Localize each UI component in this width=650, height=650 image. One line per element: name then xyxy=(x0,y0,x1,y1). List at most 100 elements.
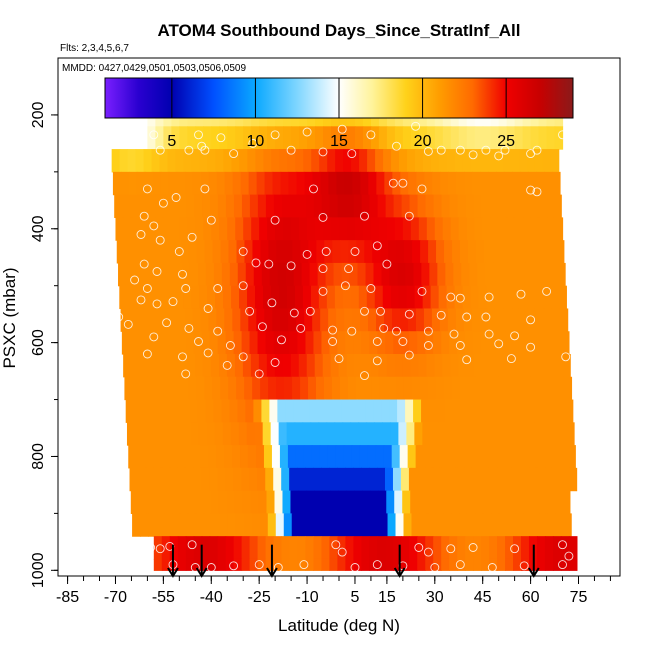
heatmap-cell xyxy=(277,262,287,287)
heatmap-cell xyxy=(194,354,204,378)
heatmap-cell xyxy=(458,217,468,241)
heatmap-cell xyxy=(313,194,323,218)
heatmap-cell xyxy=(257,331,267,355)
heatmap-cell xyxy=(167,285,176,310)
heatmap-cell xyxy=(394,354,404,378)
heatmap-cell xyxy=(385,331,394,355)
heatmap-cell xyxy=(557,262,566,287)
heatmap-cell xyxy=(472,467,482,492)
heatmap-cell xyxy=(419,513,429,537)
sample-point xyxy=(302,249,312,259)
heatmap-cell xyxy=(205,399,215,423)
heatmap-cell xyxy=(356,240,365,264)
heatmap-cell xyxy=(340,240,349,264)
heatmap-cell xyxy=(489,331,498,355)
heatmap-cell xyxy=(212,240,222,264)
heatmap-cell xyxy=(127,149,137,173)
heatmap-cell xyxy=(410,354,420,378)
sample-point xyxy=(270,215,280,225)
heatmap-cell xyxy=(337,194,347,218)
heatmap-cell xyxy=(177,467,187,492)
heatmap-cell xyxy=(521,331,530,355)
heatmap-cell xyxy=(255,149,264,173)
heatmap-cell xyxy=(168,445,177,469)
heatmap-cell xyxy=(155,354,164,378)
heatmap-cell xyxy=(465,331,474,355)
heatmap-cell xyxy=(293,262,303,287)
heatmap-cell xyxy=(330,354,340,378)
sample-point xyxy=(372,560,382,570)
heatmap-cell xyxy=(241,194,251,218)
heatmap-cell xyxy=(406,422,415,446)
sample-point xyxy=(248,138,258,148)
heatmap-cell xyxy=(197,262,207,287)
heatmap-cell xyxy=(342,422,352,446)
heatmap-cell xyxy=(281,194,291,218)
heatmap-cell xyxy=(539,240,549,264)
heatmap-cell xyxy=(415,308,425,332)
heatmap-cell xyxy=(370,126,380,150)
heatmap-cell xyxy=(518,422,527,446)
heatmap-cell xyxy=(470,149,480,173)
heatmap-cell xyxy=(201,536,211,560)
heatmap-cell xyxy=(323,217,332,241)
heatmap-cell xyxy=(187,354,196,378)
heatmap-cell xyxy=(532,399,542,423)
flight-arrow xyxy=(527,544,540,578)
heatmap-cell xyxy=(491,240,501,264)
heatmap-cell xyxy=(517,262,526,287)
heatmap-cell xyxy=(458,490,467,514)
heatmap-cell xyxy=(213,399,223,423)
sample-point xyxy=(142,284,152,293)
heatmap-cell xyxy=(242,354,252,378)
heatmap-cell xyxy=(491,513,500,537)
heatmap-cell xyxy=(513,490,523,514)
heatmap-cell xyxy=(315,513,325,537)
heatmap-cell xyxy=(536,467,546,492)
heatmap-cell xyxy=(438,422,447,446)
heatmap-cell xyxy=(480,171,489,196)
heatmap-cell xyxy=(401,536,410,560)
heatmap-cell xyxy=(299,126,308,150)
heatmap-cell xyxy=(363,513,373,537)
heatmap-cell xyxy=(414,285,424,310)
heatmap-cell xyxy=(405,262,414,287)
sample-point xyxy=(277,335,286,345)
heatmap-cell xyxy=(248,171,258,196)
heatmap-cell xyxy=(446,149,456,173)
heatmap-cell xyxy=(291,513,301,537)
heatmap-cell xyxy=(552,536,562,560)
heatmap-cell xyxy=(122,194,131,218)
heatmap-cell xyxy=(378,217,388,241)
heatmap-cell xyxy=(555,513,564,537)
heatmap-cell xyxy=(554,217,564,241)
heatmap-cell xyxy=(449,194,459,218)
heatmap-cell xyxy=(303,149,312,173)
heatmap-cell xyxy=(559,445,568,469)
sample-point xyxy=(155,145,165,155)
heatmap-cell xyxy=(263,149,272,173)
sample-point xyxy=(174,247,184,256)
sample-point xyxy=(302,127,312,137)
heatmap-cell xyxy=(377,536,386,560)
heatmap-cell xyxy=(238,422,248,446)
heatmap-cell xyxy=(257,536,267,560)
heatmap-cell xyxy=(342,285,352,310)
heatmap-cell xyxy=(566,422,575,446)
heatmap-cell xyxy=(246,422,256,446)
heatmap-cell xyxy=(344,171,354,196)
heatmap-cell xyxy=(487,308,497,332)
heatmap-cell xyxy=(519,445,528,469)
heatmap-cell xyxy=(314,354,324,378)
heatmap-cell xyxy=(240,308,249,332)
heatmap-cell xyxy=(417,558,426,571)
heatmap-cell xyxy=(229,262,239,287)
heatmap-cell xyxy=(331,376,341,401)
heatmap-cell xyxy=(497,194,506,218)
heatmap-cell xyxy=(441,536,450,560)
heatmap-cell xyxy=(418,490,427,514)
heatmap-cell xyxy=(426,490,435,514)
heatmap-cell xyxy=(216,445,225,469)
sample-point xyxy=(168,297,178,307)
heatmap-cell xyxy=(377,467,386,492)
